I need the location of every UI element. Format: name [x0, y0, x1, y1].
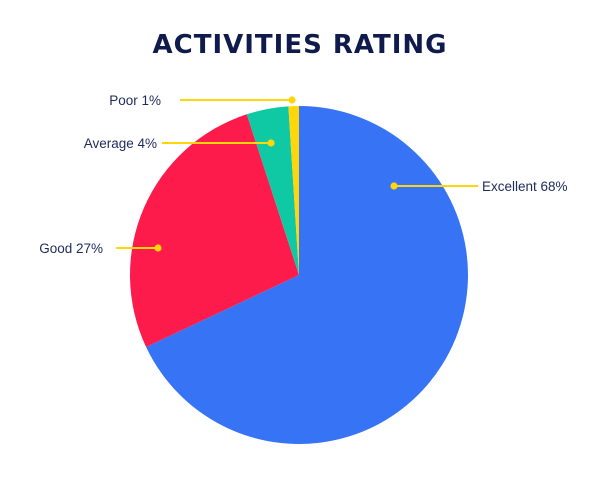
slice-label-excellent: Excellent 68%: [482, 179, 568, 194]
leader-dot-average: [267, 139, 275, 147]
slices-layer: [129, 105, 468, 444]
slice-label-good: Good 27%: [39, 241, 103, 256]
leader-dot-poor: [288, 96, 296, 104]
pie-slice-good: [129, 114, 299, 347]
slice-label-poor: Poor 1%: [109, 93, 161, 108]
slice-label-average: Average 4%: [84, 136, 157, 151]
pie-slice-average: [246, 106, 299, 275]
labels-layer: Excellent 68% Good 27% Average 4% Poor 1%: [39, 93, 567, 256]
chart-title: ACTIVITIES RATING: [152, 30, 448, 60]
pie-slice-poor: [288, 105, 299, 275]
pie-slice-excellent: [146, 106, 468, 444]
leader-dot-excellent: [390, 182, 398, 190]
leader-dot-good: [154, 244, 162, 252]
